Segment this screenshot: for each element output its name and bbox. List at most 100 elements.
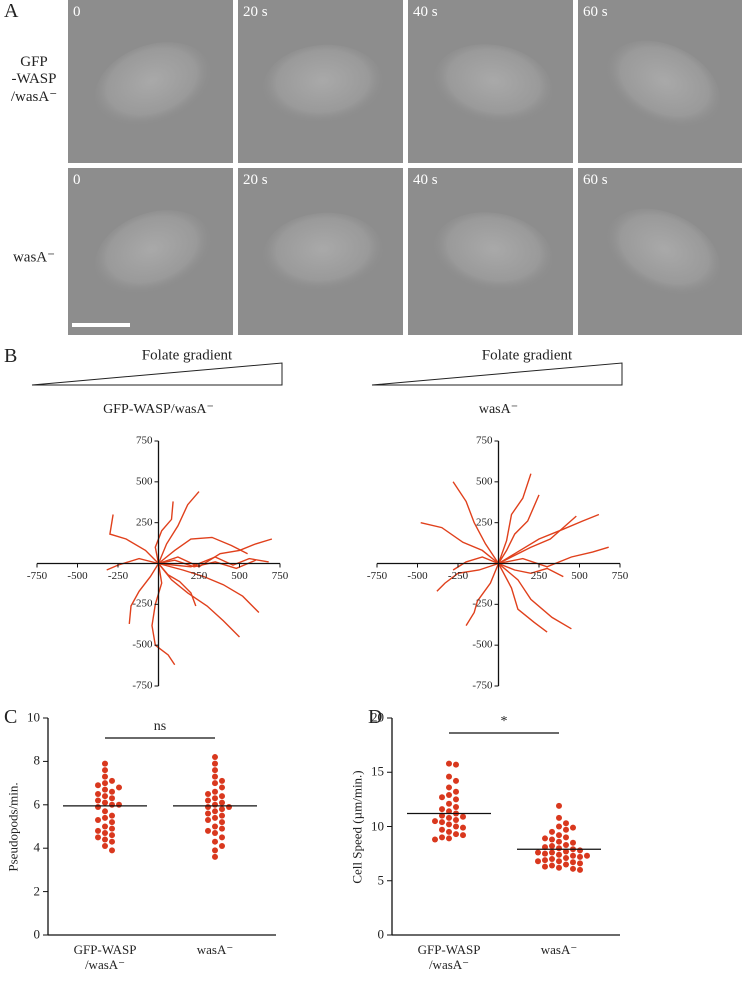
data-point	[109, 838, 115, 845]
y-tick-label: 4	[33, 839, 41, 855]
data-point	[570, 839, 576, 846]
data-point	[446, 792, 452, 799]
data-point	[95, 834, 101, 841]
data-point	[212, 788, 218, 795]
x-tick-label: 250	[190, 569, 208, 582]
x-tick-label: -500	[407, 569, 428, 582]
data-point	[212, 773, 218, 780]
x-tick-label: 250	[530, 569, 548, 582]
track	[498, 546, 609, 568]
time-label: 20 s	[243, 4, 268, 20]
data-point	[432, 836, 438, 843]
data-point	[453, 761, 459, 768]
data-point	[556, 832, 562, 839]
data-point	[542, 850, 548, 857]
data-point	[219, 806, 225, 813]
data-point	[205, 797, 211, 804]
data-point	[95, 782, 101, 789]
data-point	[446, 835, 452, 842]
track	[154, 501, 174, 564]
x-tick-label: wasA⁻	[196, 942, 234, 957]
data-point	[460, 824, 466, 831]
y-tick-label: 6	[33, 796, 41, 812]
data-point	[563, 861, 569, 868]
y-tick-label: -500	[472, 638, 493, 651]
y-tick-label: -250	[132, 598, 153, 611]
data-point	[109, 801, 115, 808]
data-point	[556, 858, 562, 865]
data-point	[439, 794, 445, 801]
track	[497, 494, 540, 564]
track	[128, 563, 160, 624]
data-point	[439, 812, 445, 819]
chart-subtitle: wasA⁻	[478, 401, 519, 417]
data-point	[570, 852, 576, 859]
data-point	[212, 754, 218, 761]
chart-subtitle: GFP-WASP/wasA⁻	[103, 401, 214, 417]
data-point	[109, 788, 115, 795]
data-point	[446, 821, 452, 828]
x-tick-label: -750	[366, 569, 388, 582]
y-tick-label: 10	[27, 709, 40, 725]
data-point	[563, 820, 569, 827]
track	[420, 522, 499, 565]
data-point	[556, 823, 562, 830]
data-point	[219, 825, 225, 832]
y-tick-label: 15	[371, 763, 384, 779]
data-point	[212, 814, 218, 821]
data-point	[549, 849, 555, 856]
data-point	[102, 793, 108, 800]
data-point	[212, 780, 218, 787]
x-tick-label: GFP-WASP /wasA⁻	[73, 942, 137, 972]
cell-image	[263, 44, 383, 126]
data-point	[549, 856, 555, 863]
track	[158, 562, 260, 613]
y-tick-label: 8	[33, 752, 41, 768]
data-point	[432, 818, 438, 825]
significance-label: *	[500, 713, 508, 729]
data-point	[549, 836, 555, 843]
data-point	[212, 795, 218, 802]
data-point	[542, 863, 548, 870]
data-point	[570, 859, 576, 866]
track	[498, 515, 577, 565]
x-tick-label: 750	[271, 569, 289, 582]
data-point	[446, 808, 452, 815]
track	[158, 556, 269, 568]
data-point	[205, 816, 211, 823]
x-tick-label: wasA⁻	[540, 942, 578, 957]
data-point	[577, 860, 583, 867]
x-tick-label: -250	[447, 569, 469, 582]
data-point	[577, 853, 583, 860]
time-label: 40 s	[413, 4, 438, 20]
data-point	[556, 814, 562, 821]
x-tick-label: -750	[26, 569, 48, 582]
data-point	[109, 777, 115, 784]
data-point	[577, 866, 583, 873]
y-tick-label: 500	[136, 475, 153, 488]
y-tick-label: 0	[377, 926, 385, 942]
data-point	[570, 865, 576, 872]
data-point	[102, 767, 108, 774]
time-label: 60 s	[583, 172, 608, 188]
track	[157, 563, 240, 638]
y-tick-label: 250	[476, 516, 493, 529]
data-point	[460, 832, 466, 839]
y-tick-label: 750	[136, 434, 153, 447]
data-point	[549, 843, 555, 850]
data-point	[116, 801, 122, 808]
data-point	[205, 827, 211, 834]
y-tick-label: -750	[132, 679, 153, 692]
track	[158, 536, 248, 565]
cell-image	[94, 42, 212, 128]
panel-letter: B	[4, 345, 18, 367]
data-point	[446, 814, 452, 821]
time-label: 20 s	[243, 172, 268, 188]
y-tick-label: -250	[472, 598, 493, 611]
data-point	[453, 796, 459, 803]
data-point	[542, 835, 548, 842]
x-tick-label: 750	[611, 569, 629, 582]
data-point	[109, 825, 115, 832]
gradient-label: Folate gradient	[481, 347, 573, 364]
track	[151, 563, 176, 666]
